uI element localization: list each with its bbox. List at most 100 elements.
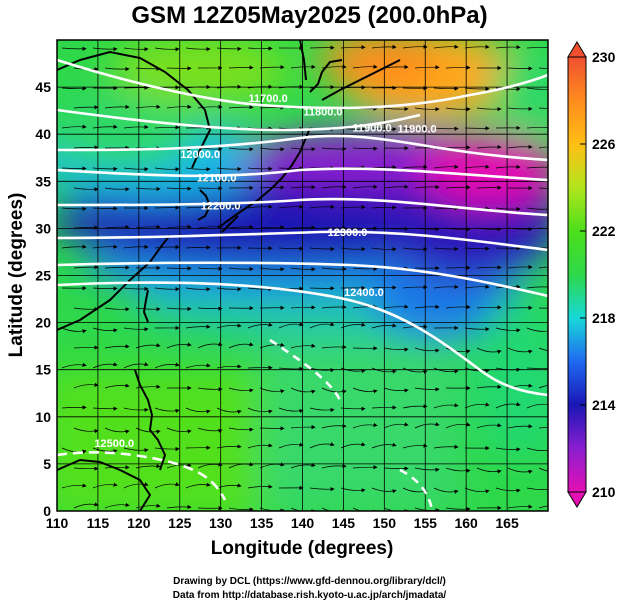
streamline	[538, 467, 548, 472]
streamline	[228, 387, 254, 393]
streamline	[433, 86, 459, 91]
y-tick-label: 0	[43, 503, 51, 519]
streamline	[259, 147, 285, 152]
streamline	[154, 362, 180, 369]
contour-label: 12300.0	[328, 227, 368, 239]
streamline	[228, 105, 254, 110]
streamline	[445, 467, 471, 473]
streamline	[433, 367, 459, 374]
streamline	[197, 462, 223, 469]
streamline	[414, 107, 440, 112]
streamline	[526, 366, 548, 371]
streamline	[73, 187, 99, 192]
streamline	[445, 347, 471, 354]
streamline	[309, 322, 335, 329]
streamline	[476, 107, 502, 112]
streamline	[476, 265, 502, 270]
streamline	[166, 306, 192, 312]
streamline	[352, 422, 378, 429]
contour-label: 12000.0	[180, 149, 220, 161]
streamline	[123, 47, 149, 52]
streamline	[414, 304, 440, 309]
streamline	[154, 482, 180, 489]
streamline	[340, 367, 366, 374]
streamline	[154, 125, 180, 130]
streamline	[216, 364, 242, 369]
streamline	[352, 64, 378, 69]
streamline	[526, 165, 548, 170]
streamline	[445, 422, 471, 429]
streamline	[526, 327, 548, 334]
colorbar-tick-label: 218	[592, 310, 616, 326]
streamline	[340, 442, 366, 449]
streamline	[495, 447, 521, 452]
streamline	[259, 225, 285, 230]
streamline	[228, 507, 254, 511]
streamline	[414, 184, 440, 190]
streamline	[464, 164, 490, 169]
streamline	[383, 347, 409, 352]
streamline	[185, 167, 211, 172]
streamline	[154, 167, 180, 172]
streamline	[197, 387, 223, 392]
contour-label: 11900.0	[397, 123, 436, 135]
streamline	[197, 427, 223, 433]
streamline	[445, 185, 471, 190]
streamline	[123, 244, 149, 249]
streamline	[526, 87, 548, 92]
x-tick-label: 150	[373, 515, 397, 531]
streamline	[61, 483, 87, 489]
streamline	[73, 466, 99, 471]
streamline	[340, 487, 366, 493]
streamline	[104, 265, 130, 270]
streamline	[104, 344, 130, 349]
streamline	[185, 287, 211, 292]
streamline	[495, 327, 521, 333]
streamline	[321, 267, 347, 272]
streamline	[135, 427, 161, 434]
height-contours	[57, 58, 548, 511]
streamline	[61, 166, 87, 171]
streamline	[216, 167, 242, 172]
streamline	[464, 86, 490, 92]
contour-label: 11700.0	[249, 93, 288, 105]
streamline	[445, 507, 471, 511]
streamline	[92, 327, 118, 333]
streamline	[476, 384, 502, 389]
streamline	[290, 64, 316, 69]
streamline	[247, 484, 273, 489]
streamline	[321, 344, 347, 350]
streamline	[135, 463, 161, 469]
streamline	[495, 45, 521, 50]
streamline	[321, 146, 347, 152]
streamline	[197, 306, 223, 311]
streamline	[464, 327, 490, 332]
streamline	[166, 427, 192, 434]
streamline	[309, 407, 335, 413]
streamline	[185, 324, 211, 329]
y-tick-label: 10	[35, 409, 51, 425]
streamline	[73, 502, 99, 509]
streamline	[154, 407, 180, 414]
streamline	[92, 206, 118, 211]
streamline	[92, 166, 118, 171]
streamline	[166, 463, 192, 469]
streamline	[538, 107, 548, 109]
streamline	[185, 407, 211, 414]
y-tick-label: 45	[35, 79, 51, 95]
streamline	[309, 487, 335, 492]
streamline	[92, 447, 118, 454]
streamline	[104, 465, 130, 470]
streamline	[526, 447, 548, 453]
x-tick-label: 165	[495, 515, 519, 531]
streamline	[185, 363, 211, 369]
streamline	[526, 487, 548, 492]
streamline	[352, 507, 378, 511]
streamline	[166, 224, 192, 229]
streamline	[309, 204, 335, 209]
streamline	[383, 466, 409, 471]
colorbar-gradient	[567, 56, 587, 493]
streamline	[166, 342, 192, 349]
streamline	[476, 144, 502, 150]
streamline	[433, 44, 459, 49]
